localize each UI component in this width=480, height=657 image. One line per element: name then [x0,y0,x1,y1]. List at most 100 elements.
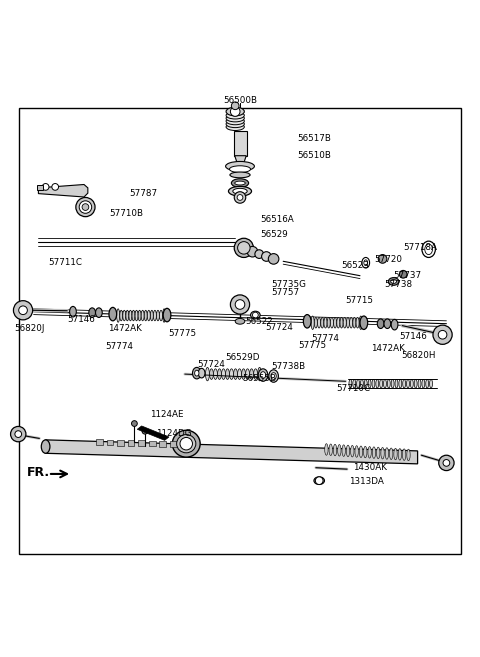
Circle shape [433,325,452,344]
Text: 57738: 57738 [384,280,412,289]
Ellipse shape [226,124,244,131]
Ellipse shape [117,309,120,323]
Ellipse shape [318,317,321,328]
Text: 57735G: 57735G [271,280,306,289]
Ellipse shape [135,310,138,321]
Text: 56820J: 56820J [14,323,45,332]
Polygon shape [46,440,418,464]
Circle shape [11,426,26,442]
Circle shape [13,301,33,320]
Bar [117,440,124,445]
Text: 57724: 57724 [197,360,225,369]
Ellipse shape [82,204,89,210]
Ellipse shape [172,430,200,457]
Ellipse shape [350,445,354,457]
Ellipse shape [388,278,399,285]
Text: 56820H: 56820H [401,351,435,360]
Ellipse shape [347,445,350,457]
Bar [159,441,166,447]
Ellipse shape [377,319,384,328]
Ellipse shape [76,198,95,217]
Ellipse shape [334,317,336,328]
Ellipse shape [132,310,135,321]
Ellipse shape [407,379,409,388]
Polygon shape [235,156,246,163]
Ellipse shape [226,120,244,127]
Ellipse shape [414,379,417,388]
Text: 56529: 56529 [260,231,288,239]
Ellipse shape [195,371,199,376]
Ellipse shape [426,379,429,388]
Ellipse shape [384,379,386,388]
Ellipse shape [422,241,435,258]
Ellipse shape [368,447,372,458]
Ellipse shape [70,306,76,317]
Text: 57710C: 57710C [336,384,370,392]
Ellipse shape [141,310,144,321]
Ellipse shape [314,477,324,484]
Ellipse shape [357,379,360,388]
Text: 57720: 57720 [374,255,402,264]
Ellipse shape [147,310,150,321]
Bar [138,440,145,446]
Ellipse shape [262,252,271,261]
Ellipse shape [251,311,260,319]
Ellipse shape [321,317,324,328]
Ellipse shape [311,316,314,329]
Text: 57711C: 57711C [48,258,82,267]
Ellipse shape [79,201,92,214]
Ellipse shape [338,445,341,456]
Circle shape [443,459,450,466]
Ellipse shape [359,316,362,329]
Ellipse shape [226,118,244,125]
Circle shape [142,428,148,434]
Circle shape [378,254,387,263]
Ellipse shape [235,319,245,324]
Ellipse shape [226,115,244,122]
Ellipse shape [303,315,311,328]
Ellipse shape [163,309,166,323]
Text: 1124AE: 1124AE [150,411,183,419]
Ellipse shape [222,369,226,379]
Text: 57757: 57757 [271,288,300,296]
Ellipse shape [376,379,379,388]
Text: 1472AK: 1472AK [108,325,143,334]
Ellipse shape [422,379,425,388]
Ellipse shape [253,369,257,379]
Circle shape [19,306,27,315]
Ellipse shape [364,260,368,265]
Ellipse shape [340,317,343,328]
Ellipse shape [356,317,359,328]
Ellipse shape [229,166,251,173]
Ellipse shape [231,179,249,187]
Ellipse shape [403,379,406,388]
Polygon shape [38,185,88,197]
Text: 1313DA: 1313DA [349,477,384,486]
Text: 57710B: 57710B [109,209,144,218]
Ellipse shape [258,369,268,381]
Ellipse shape [261,372,266,378]
Text: 56500B: 56500B [223,95,257,104]
Ellipse shape [329,444,333,455]
Text: 57775: 57775 [168,329,196,338]
Text: 57774: 57774 [311,334,339,343]
Ellipse shape [314,317,317,328]
Ellipse shape [217,369,221,379]
Ellipse shape [226,112,244,119]
Ellipse shape [391,319,398,330]
Ellipse shape [138,310,141,321]
Bar [107,440,113,445]
Ellipse shape [353,317,356,328]
Ellipse shape [234,238,253,258]
Ellipse shape [41,440,50,453]
Ellipse shape [385,447,389,459]
Ellipse shape [364,379,367,388]
Text: 56529D: 56529D [226,353,260,362]
Ellipse shape [380,379,383,388]
Ellipse shape [159,310,162,321]
Bar [234,131,247,156]
Ellipse shape [247,246,258,257]
Ellipse shape [324,317,327,328]
Ellipse shape [228,187,252,196]
Ellipse shape [154,310,156,321]
